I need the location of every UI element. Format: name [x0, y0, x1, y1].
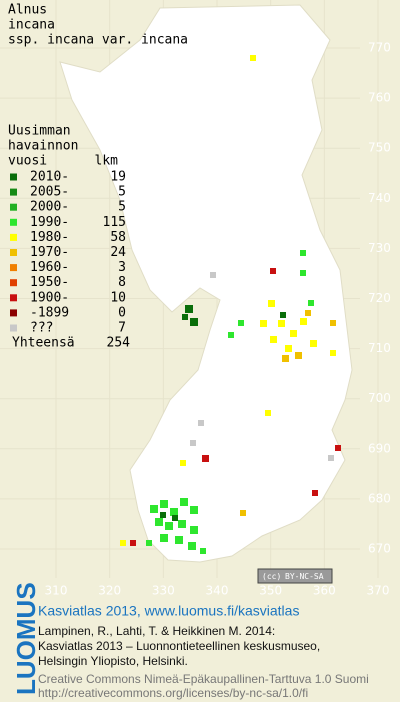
license-badge: (cc) BY-NC-SA — [257, 568, 333, 584]
y-tick-label: 710 — [368, 341, 391, 355]
y-tick-label: 680 — [368, 491, 391, 505]
y-tick-label: 770 — [368, 41, 391, 55]
legend-label: 1950- — [30, 275, 69, 290]
legend-label: 2010- — [30, 170, 69, 185]
x-tick-label: 350 — [259, 584, 282, 598]
headline: Kasviatlas 2013, www.luomus.fi/kasviatla… — [38, 603, 299, 619]
legend-label: 1960- — [30, 260, 69, 275]
y-tick-label: 700 — [368, 391, 391, 405]
legend-swatch — [10, 173, 17, 181]
legend-count-header: lkm — [95, 154, 119, 169]
y-tick-label: 760 — [368, 91, 391, 105]
legend-swatch — [10, 309, 17, 317]
legend-total: 254 — [107, 336, 131, 351]
title-line: ssp. incana var. incana — [8, 33, 188, 48]
legend-label: 2005- — [30, 185, 69, 200]
title-line: Alnus — [8, 3, 47, 18]
observation-points — [120, 55, 341, 554]
legend-label: 1980- — [30, 230, 69, 245]
legend-swatch — [10, 294, 17, 302]
x-tick-label: 340 — [206, 584, 229, 598]
y-tick-label: 720 — [368, 291, 391, 305]
title: Alnus incana ssp. incana var. incana — [8, 3, 188, 48]
x-tick-label: 310 — [45, 584, 68, 598]
x-tick-label: 330 — [152, 584, 175, 598]
citation-line: Helsingin Yliopisto, Helsinki. — [38, 654, 188, 668]
legend-count: 5 — [118, 185, 126, 200]
legend-label: 1990- — [30, 215, 69, 230]
legend-count: 58 — [110, 230, 126, 245]
legend-header: havainnon — [8, 139, 78, 154]
legend-swatch — [10, 233, 17, 241]
legend-swatch — [10, 188, 17, 196]
x-tick-label: 370 — [367, 584, 390, 598]
legend-count: 24 — [110, 245, 126, 260]
badge-text: BY-NC-SA — [285, 572, 324, 581]
legend-count: 8 — [118, 275, 126, 290]
y-tick-label: 690 — [368, 441, 391, 455]
badge-cc: (cc) — [262, 572, 281, 581]
y-tick-label: 670 — [368, 542, 391, 556]
legend-count: 115 — [103, 215, 126, 230]
legend-swatch — [10, 218, 17, 226]
finland-outline — [59, 4, 353, 563]
legend-label: 1900- — [30, 290, 69, 305]
legend-header: Uusimman — [8, 124, 71, 139]
citation-line: Kasviatlas 2013 – Luonnontieteellinen ke… — [38, 639, 320, 653]
legend-label: ??? — [30, 321, 53, 336]
legend-header: vuosi — [8, 154, 47, 169]
legend-label: 2000- — [30, 200, 69, 215]
y-tick-label: 730 — [368, 241, 391, 255]
legend-swatch — [10, 279, 17, 287]
legend-total-label: Yhteensä — [12, 336, 75, 351]
x-tick-label: 360 — [313, 584, 336, 598]
legend-count: 3 — [118, 260, 126, 275]
logo: LUOMUS — [11, 582, 41, 695]
legend-swatch — [10, 324, 17, 332]
legend-label: 1970- — [30, 245, 69, 260]
badge-box — [257, 568, 333, 584]
legend-count: 0 — [118, 305, 126, 320]
citation-line: Lampinen, R., Lahti, T. & Heikkinen M. 2… — [38, 624, 275, 638]
legend-count: 7 — [118, 321, 126, 336]
title-line: incana — [8, 18, 55, 33]
y-tick-label: 740 — [368, 191, 391, 205]
legend-swatch — [10, 203, 17, 211]
license-line: http://creativecommons.org/licenses/by-n… — [38, 686, 308, 700]
legend-count: 19 — [110, 170, 126, 185]
legend-label: -1899 — [30, 305, 69, 320]
legend-swatch — [10, 264, 17, 272]
y-tick-label: 750 — [368, 141, 391, 155]
license-line: Creative Commons Nimeä-Epäkaupallinen-Ta… — [38, 672, 369, 686]
legend-swatch — [10, 249, 17, 256]
x-tick-label: 320 — [98, 584, 121, 598]
legend-count: 10 — [110, 290, 126, 305]
legend-count: 5 — [118, 200, 126, 215]
legend: Uusimman havainnon vuosi lkm Yhteensä 25… — [8, 124, 130, 351]
